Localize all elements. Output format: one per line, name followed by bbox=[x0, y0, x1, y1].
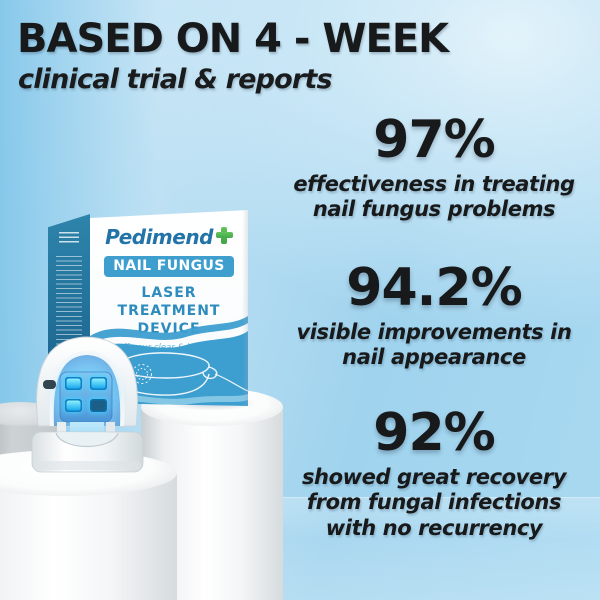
brand-name: Pedimend bbox=[105, 225, 213, 249]
stat-caption-line: from fungal infections bbox=[306, 490, 562, 515]
stat-caption: effectiveness in treating nail fungus pr… bbox=[272, 172, 596, 223]
stat-caption: showed great recovery from fungal infect… bbox=[272, 465, 596, 542]
stat-caption-line: with no recurrency bbox=[325, 515, 543, 540]
box-title-line: LASER TREATMENT bbox=[117, 285, 221, 320]
stat-caption-line: showed great recovery bbox=[301, 464, 567, 489]
green-cross-icon bbox=[216, 227, 233, 244]
stat-improvements: 94.2% visible improvements in nail appea… bbox=[272, 261, 596, 371]
laser-led-array bbox=[63, 375, 108, 413]
stat-caption: visible improvements in nail appearance bbox=[272, 320, 596, 371]
stat-effectiveness: 97% effectiveness in treating nail fungu… bbox=[272, 113, 596, 223]
stat-caption-line: nail appearance bbox=[342, 345, 526, 370]
device-base-holder bbox=[31, 431, 144, 473]
pedestal-cylinder-front-left bbox=[0, 450, 177, 600]
box-front-face: Pedimend NAIL FUNGUS LASER TREATMENT DEV… bbox=[90, 210, 248, 406]
stat-recovery: 92% showed great recovery from fungal in… bbox=[272, 406, 596, 541]
page-subtitle: clinical trial & reports bbox=[18, 64, 333, 95]
stat-caption-line: effectiveness in treating bbox=[293, 171, 575, 196]
stat-caption-line: visible improvements in bbox=[296, 319, 572, 344]
stat-value: 94.2% bbox=[346, 258, 522, 318]
hinge-slot bbox=[43, 380, 56, 389]
box-product-title: LASER TREATMENT DEVICE bbox=[90, 284, 248, 339]
box-tagline: show off your clear & healthy nails! bbox=[93, 342, 245, 353]
stats-column: 97% effectiveness in treating nail fungu… bbox=[272, 0, 596, 600]
nail-fungus-badge: NAIL FUNGUS bbox=[104, 256, 234, 277]
stat-value: 92% bbox=[373, 403, 495, 463]
side-panel-heading-lines bbox=[59, 232, 79, 244]
stat-caption-line: nail fungus problems bbox=[312, 197, 556, 222]
laser-device-illustration bbox=[31, 336, 144, 473]
stat-value: 97% bbox=[373, 110, 495, 170]
device-upper-shell bbox=[36, 336, 138, 427]
page-title: BASED ON 4 - WEEK bbox=[17, 16, 449, 62]
brand-logo: Pedimend bbox=[90, 225, 248, 249]
